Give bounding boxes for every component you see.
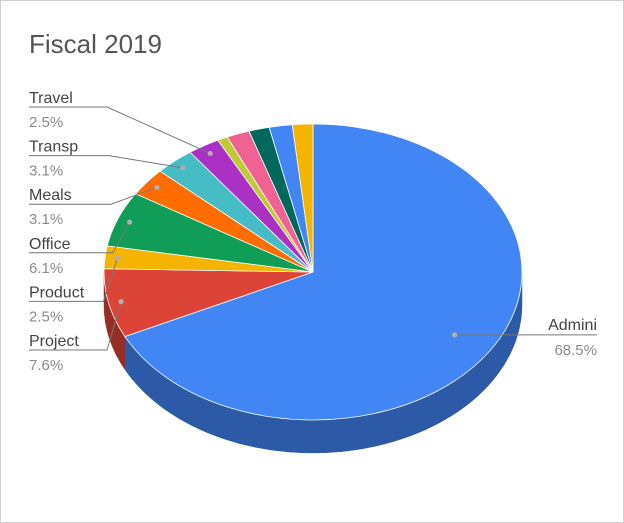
- slice-value-2: 2.5%: [29, 308, 63, 325]
- leader-dot-2: [114, 255, 121, 261]
- slice-value-0: 68.5%: [554, 342, 597, 359]
- slice-value-5: 3.1%: [29, 163, 63, 180]
- leader-dot-4: [154, 184, 160, 191]
- slice-value-3: 6.1%: [29, 260, 63, 277]
- slice-0[interactable]: [124, 123, 523, 421]
- slice-11[interactable]: [291, 123, 314, 273]
- leader-dot-3: [127, 219, 133, 225]
- leader-line-6: [29, 106, 211, 154]
- leader-dot-6: [207, 150, 213, 157]
- pie-labels-group: Admini 68.5% Project 7.6% Product 2.5% Office 6…: [29, 90, 597, 374]
- slice-label-5: Transp: [29, 139, 78, 156]
- chart-title: Fiscal 2019: [29, 29, 162, 59]
- slice-label-6: Travel: [29, 90, 73, 107]
- slice-value-4: 3.1%: [29, 211, 63, 228]
- slice-1[interactable]: [103, 268, 314, 337]
- slice-label-3: Office: [29, 236, 71, 253]
- slice-label-2: Product: [29, 284, 85, 301]
- leader-line-4: [29, 186, 158, 205]
- leader-dot-0: [452, 332, 458, 338]
- pie-top-group: [103, 123, 523, 421]
- leader-line-1: [29, 301, 122, 351]
- leader-line-5: [29, 155, 183, 169]
- leader-dot-1: [118, 299, 124, 305]
- slice-value-1: 7.6%: [29, 357, 63, 374]
- slice-label-4: Meals: [29, 187, 72, 204]
- leader-line-2: [29, 258, 118, 302]
- leader-line-3: [29, 221, 131, 254]
- slice-value-6: 2.5%: [29, 114, 63, 131]
- slice-label-0: Admini: [548, 317, 597, 334]
- leader-dot-5: [180, 165, 186, 171]
- slice-label-1: Project: [29, 333, 79, 350]
